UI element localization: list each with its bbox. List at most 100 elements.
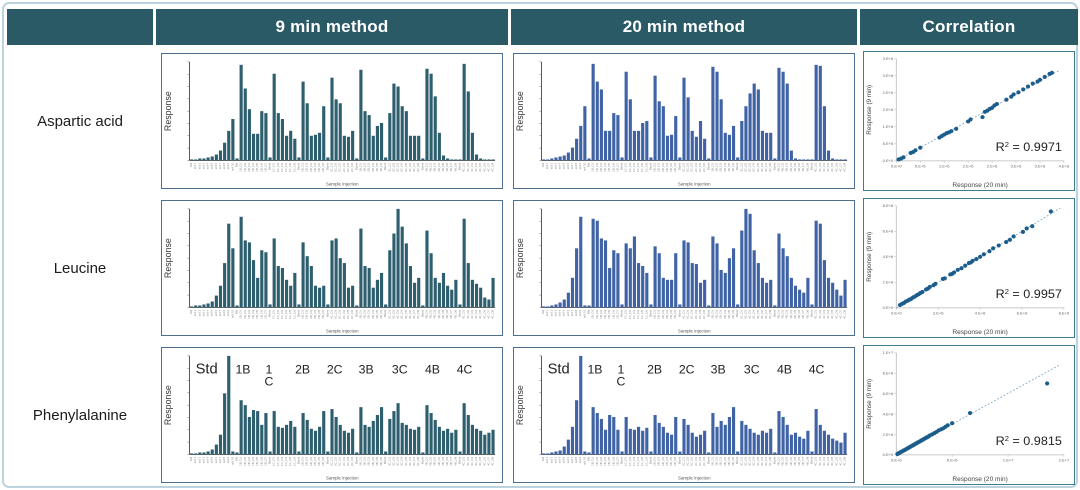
svg-text:3C_D7: 3C_D7 [764,163,768,173]
svg-text:2C_D5: 2C_D5 [346,457,350,467]
svg-text:4C_D8: 4C_D8 [843,163,847,173]
svg-text:3C: 3C [744,363,760,377]
svg-text:4B_D6: 4B_D6 [797,457,801,466]
svg-text:2B_D6: 2B_D6 [673,163,677,172]
svg-text:Blank: Blank [354,456,358,464]
svg-text:2B: 2B [647,363,662,377]
svg-text:4C_D4: 4C_D4 [826,163,830,173]
svg-text:1B_D3: 1B_D3 [599,163,603,172]
svg-text:1C_D1: 1C_D1 [624,310,628,320]
svg-text:Response (20 min): Response (20 min) [952,329,1007,336]
svg-text:1.E+7: 1.E+7 [1003,458,1014,463]
svg-text:2B_D4: 2B_D4 [313,163,317,172]
leucine-label: Leucine [53,259,107,277]
svg-text:3C_D8: 3C_D8 [768,310,772,320]
svg-text:std 10: std 10 [582,163,586,171]
svg-text:1B_D2: 1B_D2 [595,457,599,466]
svg-text:Blank: Blank [677,456,681,464]
svg-text:4C_D7: 4C_D7 [838,457,842,467]
svg-text:Blank: Blank [648,456,652,464]
svg-text:Blank: Blank [810,309,814,317]
svg-text:2.E+7: 2.E+7 [1059,458,1070,463]
svg-text:1C_D6: 1C_D6 [644,163,648,173]
svg-text:std 4: std 4 [558,457,562,464]
svg-text:4B_D1: 4B_D1 [776,163,780,172]
svg-text:3C_D1: 3C_D1 [739,163,743,173]
svg-text:3C_D4: 3C_D4 [752,310,756,320]
svg-text:1B_D3: 1B_D3 [247,310,251,319]
svg-text:4C_D4: 4C_D4 [474,163,478,173]
svg-text:2C_D4: 2C_D4 [694,163,698,173]
cell-leucine-correlation: 0.E+0 2.E+6 4.E+6 6.E+6 8.E+6 0.E+0 2.E+6 4.E+6… [860,197,1078,339]
svg-text:2B_D2: 2B_D2 [657,457,661,466]
svg-text:3B_D5: 3B_D5 [727,457,731,466]
svg-text:Blk: Blk [587,456,591,461]
svg-text:Std: Std [189,310,193,315]
svg-text:3C_D8: 3C_D8 [768,457,772,467]
svg-text:3C_D5: 3C_D5 [756,310,760,320]
svg-text:0.E+0: 0.E+0 [891,311,902,316]
svg-text:3C_D8: 3C_D8 [416,310,420,320]
scatter-correlation-leucine: 0.E+0 2.E+6 4.E+6 6.E+6 8.E+6 0.E+0 2.E+6 4.E+6… [863,198,1075,338]
svg-text:4B_D3: 4B_D3 [785,163,789,172]
svg-text:4B_D1: 4B_D1 [424,457,428,466]
svg-text:1C_D4: 1C_D4 [284,310,288,320]
svg-text:1C: 1C [265,363,274,389]
svg-text:1.E+6: 1.E+6 [883,124,894,129]
svg-text:3B_D3: 3B_D3 [719,163,723,172]
svg-text:1C_D2: 1C_D2 [276,457,280,467]
svg-text:Blank: Blank [325,162,329,170]
svg-text:std 3: std 3 [201,310,205,317]
svg-text:1B_D5: 1B_D5 [255,163,259,172]
svg-text:std 1: std 1 [193,457,197,464]
svg-text:1B_D4: 1B_D4 [603,310,607,319]
svg-text:3C_D4: 3C_D4 [400,163,404,173]
svg-text:3B_D6: 3B_D6 [731,163,735,172]
svg-text:2C_D1: 2C_D1 [681,163,685,173]
svg-text:4B_D5: 4B_D5 [441,457,445,466]
svg-text:3C_D1: 3C_D1 [739,457,743,467]
svg-text:1C_D5: 1C_D5 [640,310,644,320]
svg-text:std 6: std 6 [214,457,218,464]
svg-text:2B_D4: 2B_D4 [313,310,317,319]
svg-text:2B_D5: 2B_D5 [669,457,673,466]
svg-text:Blank: Blank [735,162,739,170]
svg-text:std 5: std 5 [210,163,214,170]
svg-text:4B_D7: 4B_D7 [801,310,805,319]
svg-text:1C_D2: 1C_D2 [628,310,632,320]
svg-text:Blank: Blank [296,309,300,317]
svg-text:1B_D6: 1B_D6 [611,310,615,319]
svg-text:std 3: std 3 [553,163,557,170]
svg-text:1B_D1: 1B_D1 [239,457,243,466]
svg-text:1C_D3: 1C_D3 [280,457,284,467]
svg-text:1B: 1B [235,363,250,377]
svg-text:2C_D1: 2C_D1 [681,310,685,320]
svg-text:3B_D1: 3B_D1 [358,310,362,319]
svg-text:std 2: std 2 [549,163,553,170]
svg-text:3B_D4: 3B_D4 [371,163,375,172]
svg-text:1B_D6: 1B_D6 [259,310,263,319]
svg-text:3C_D6: 3C_D6 [408,310,412,320]
svg-text:3.E+6: 3.E+6 [1035,164,1046,169]
svg-text:4B_D8: 4B_D8 [805,457,809,466]
svg-text:4B_D8: 4B_D8 [805,310,809,319]
svg-text:4C_D6: 4C_D6 [834,310,838,320]
svg-text:4B_D6: 4B_D6 [797,310,801,319]
svg-text:4C_D5: 4C_D5 [478,310,482,320]
header-correlation: Correlation [860,9,1078,45]
svg-text:4C_D1: 4C_D1 [462,310,466,320]
svg-text:4C_D2: 4C_D2 [466,310,470,320]
svg-text:2B_D6: 2B_D6 [321,457,325,466]
svg-text:2C_D2: 2C_D2 [686,310,690,320]
svg-text:std 7: std 7 [570,457,574,464]
svg-text:4C_D8: 4C_D8 [491,457,495,467]
svg-text:Blk: Blk [587,309,591,314]
svg-text:Blank: Blank [458,162,462,170]
svg-text:4B_D6: 4B_D6 [797,163,801,172]
svg-text:Blk: Blk [587,162,591,167]
svg-text:std 5: std 5 [210,310,214,317]
